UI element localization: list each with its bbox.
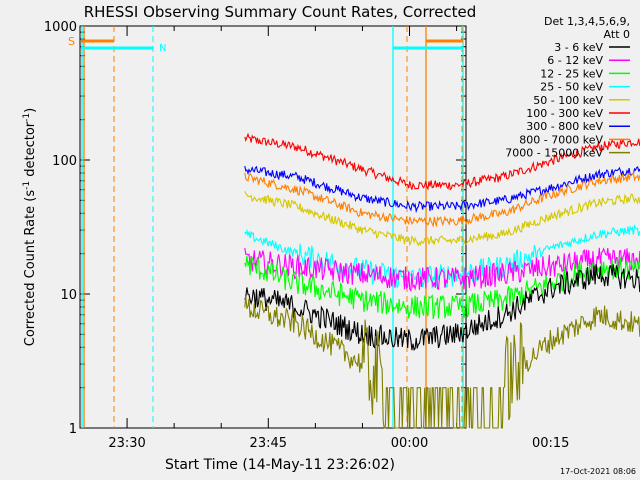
series-line xyxy=(244,255,640,320)
x-tick-label: 00:15 xyxy=(532,436,569,451)
series-line xyxy=(244,165,640,214)
series-layer xyxy=(244,132,640,429)
marker-layer: SN xyxy=(68,26,464,428)
legend-entry-label: 25 - 50 keV xyxy=(540,81,603,94)
legend-header-line2: Att 0 xyxy=(604,28,630,41)
series-line xyxy=(244,171,640,228)
series-line xyxy=(244,296,640,429)
legend-entry-label: 3 - 6 keV xyxy=(554,41,603,54)
y-tick-label: 1 xyxy=(69,422,77,437)
x-tick-label: 23:30 xyxy=(108,436,145,451)
y-axis-label-mid: detector xyxy=(23,121,38,181)
x-tick-label: 23:45 xyxy=(250,436,287,451)
y-axis-label-main: Corrected Count Rate (s xyxy=(23,190,38,347)
y-tick-labels: 1 10 100 1000 xyxy=(44,20,77,437)
chart-title: RHESSI Observing Summary Count Rates, Co… xyxy=(84,3,477,21)
legend-entry-label: 100 - 300 keV xyxy=(526,107,603,120)
legend-entry-label: 7000 - 15000 keV xyxy=(505,147,603,160)
y-axis-label-sup2: -1 xyxy=(22,113,32,122)
series-line xyxy=(244,132,640,191)
y-tick-label: 1000 xyxy=(44,20,77,35)
y-axis-label-end: ) xyxy=(23,108,38,113)
tick-layer xyxy=(79,26,466,429)
y-tick-label: 100 xyxy=(52,154,77,169)
y-axis-label: Corrected Count Rate (s-1 detector-1) xyxy=(22,108,38,346)
saa-marker-label: S xyxy=(68,35,75,48)
legend-entry-label: 6 - 12 keV xyxy=(547,54,603,67)
night-marker-label: N xyxy=(159,43,166,54)
series-line xyxy=(244,264,640,351)
footer-timestamp: 17-Oct-2021 08:06 xyxy=(560,467,636,476)
series-line xyxy=(244,223,640,289)
x-tick-label: 00:00 xyxy=(391,436,428,451)
legend-entry-label: 300 - 800 keV xyxy=(526,120,603,133)
legend-entry-label: 800 - 7000 keV xyxy=(519,133,603,146)
y-axis-label-sup1: -1 xyxy=(22,181,32,190)
x-axis-label: Start Time (14-May-11 23:26:02) xyxy=(165,457,395,473)
legend-entry-label: 50 - 100 keV xyxy=(533,94,603,107)
legend-header-line1: Det 1,3,4,5,6,9, xyxy=(544,15,630,28)
y-tick-label: 10 xyxy=(60,288,77,303)
plot-frame xyxy=(79,25,467,429)
series-line xyxy=(244,191,640,247)
legend-entry-label: 12 - 25 keV xyxy=(540,67,603,80)
